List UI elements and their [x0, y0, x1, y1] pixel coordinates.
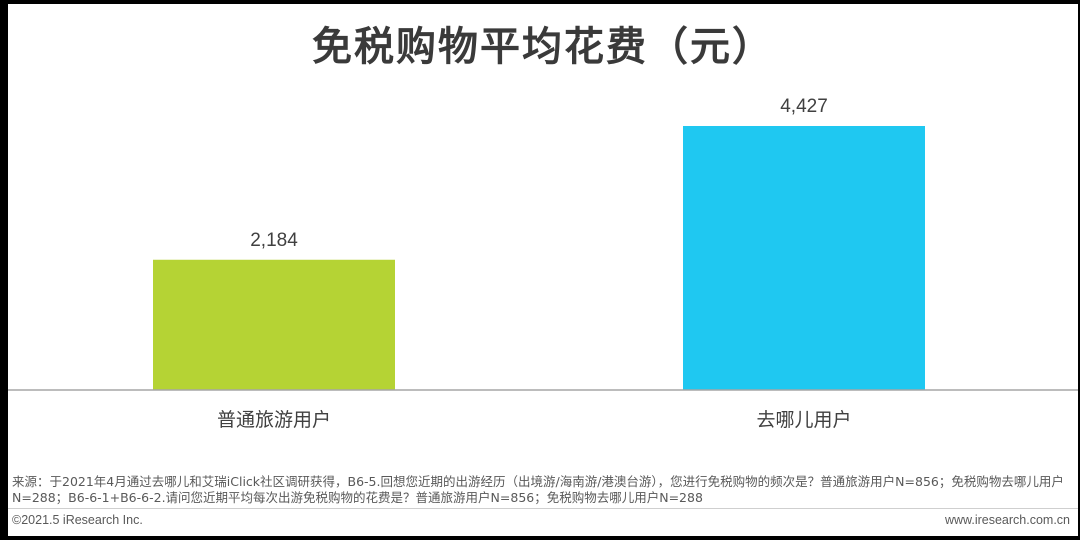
bar-chart: 2,184 普通旅游用户 4,427 去哪儿用户: [8, 96, 1078, 431]
data-label-1: 4,427: [780, 96, 828, 117]
chart-title: 免税购物平均花费（元）: [312, 24, 774, 70]
category-label-1: 去哪儿用户: [756, 409, 851, 431]
footer-website[interactable]: www.iresearch.com.cn: [944, 513, 1070, 527]
footer-divider: [8, 508, 1078, 509]
chart-frame: 免税购物平均花费（元） 2,184 普通旅游用户 4,427 去哪儿用户 来源：于20…: [8, 4, 1078, 536]
data-label-0: 2,184: [250, 230, 298, 251]
source-note: 来源：于2021年4月通过去哪儿和艾瑞iClick社区调研获得，B6-5.回想您…: [12, 474, 1064, 505]
category-label-0: 普通旅游用户: [217, 409, 331, 431]
bar-1: [683, 126, 925, 390]
footer-copyright: ©2021.5 iResearch Inc.: [12, 513, 143, 527]
bar-0: [153, 259, 395, 390]
